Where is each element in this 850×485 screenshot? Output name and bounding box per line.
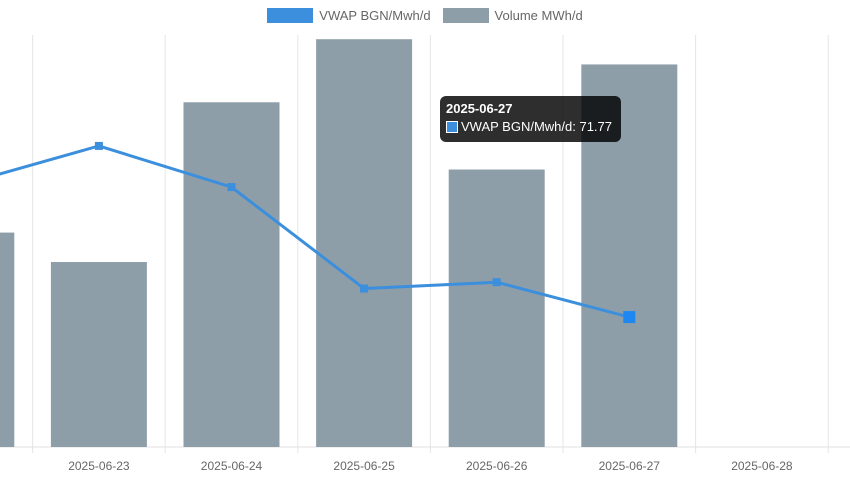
tooltip-label: VWAP BGN/Mwh/d: 71.77 bbox=[461, 119, 613, 134]
vwap-point bbox=[94, 141, 103, 150]
bar bbox=[183, 102, 280, 447]
tooltip-title: 2025-06-27 bbox=[446, 101, 513, 116]
legend-item-vwap[interactable]: VWAP BGN/Mwh/d bbox=[267, 8, 431, 23]
vwap-line bbox=[0, 144, 630, 319]
legend-label-volume: Volume MWh/d bbox=[494, 8, 583, 23]
bar bbox=[316, 39, 413, 448]
tooltip-color-box bbox=[446, 120, 458, 133]
vwap-point bbox=[492, 278, 501, 287]
x-tick-label: 2025-06-27 bbox=[599, 459, 661, 473]
tooltip: 2025-06-27 VWAP BGN/Mwh/d: 71.77 bbox=[440, 96, 621, 142]
legend-item-volume[interactable]: Volume MWh/d bbox=[442, 8, 583, 23]
legend-swatch-vwap bbox=[267, 8, 314, 23]
x-tick-label: 2025-06-25 bbox=[333, 459, 395, 473]
x-tick-label: 2025-06-28 bbox=[731, 459, 793, 473]
vwap-point bbox=[227, 183, 236, 192]
tooltip-row: VWAP BGN/Mwh/d: 71.77 bbox=[446, 119, 615, 134]
bar bbox=[0, 232, 15, 447]
x-tick-label: 2025-06-26 bbox=[466, 459, 528, 473]
legend-label-vwap: VWAP BGN/Mwh/d bbox=[319, 8, 431, 23]
vwap-point bbox=[360, 284, 369, 293]
legend: VWAP BGN/Mwh/d Volume MWh/d bbox=[0, 8, 850, 23]
x-tick-label: 2025-06-24 bbox=[201, 459, 263, 473]
vwap-point bbox=[623, 311, 636, 324]
bar bbox=[448, 169, 545, 447]
legend-swatch-volume bbox=[442, 8, 489, 23]
bar bbox=[50, 262, 147, 447]
x-tick-label: 2025-06-23 bbox=[68, 459, 130, 473]
